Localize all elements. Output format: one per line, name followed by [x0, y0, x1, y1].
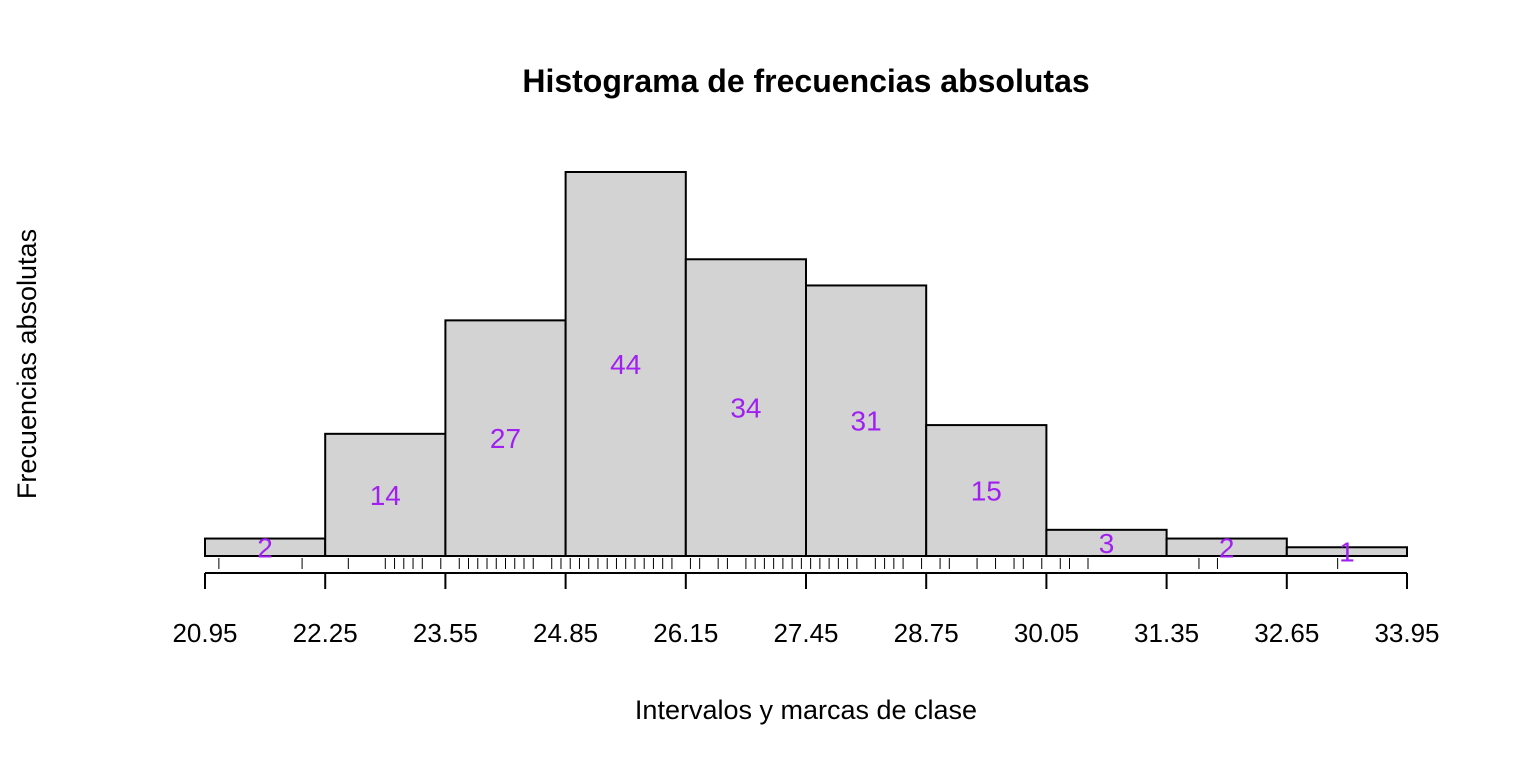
histogram-bar [805, 284, 928, 557]
chart-title: Histograma de frecuencias absolutas [522, 63, 1089, 99]
x-axis-label: Intervalos y marcas de clase [635, 695, 977, 725]
x-tick-label: 33.95 [1374, 618, 1439, 648]
x-tick-label: 24.85 [533, 618, 598, 648]
bar-value-label: 2 [257, 532, 273, 563]
bar-value-label: 3 [1099, 528, 1115, 559]
bar-value-label: 1 [1339, 537, 1355, 568]
bar-value-label: 34 [730, 393, 761, 424]
x-tick-label: 27.45 [773, 618, 838, 648]
histogram-bar [324, 432, 447, 557]
histogram-bar [564, 171, 687, 557]
x-tick-label: 26.15 [653, 618, 718, 648]
rug-marks [218, 558, 1339, 569]
bar-value-labels: 2 14 27 44 34 31 15 3 2 1 [257, 349, 1354, 568]
x-axis: 20.95 22.25 23.55 24.85 26.15 27.45 28.75 30.05… [172, 572, 1440, 648]
x-tick-label: 31.35 [1134, 618, 1199, 648]
bar-value-label: 31 [851, 406, 882, 437]
x-tick-label: 30.05 [1014, 618, 1079, 648]
bar-value-label: 2 [1219, 532, 1235, 563]
x-tick-label: 32.65 [1254, 618, 1319, 648]
bar-value-label: 27 [490, 423, 521, 454]
bars-group [204, 171, 1409, 558]
x-tick-label: 20.95 [172, 618, 237, 648]
x-tick-label: 22.25 [293, 618, 358, 648]
bar-value-label: 44 [610, 349, 641, 380]
histogram-bar [684, 258, 807, 557]
bar-value-label: 15 [971, 476, 1002, 507]
x-tick-label: 28.75 [894, 618, 959, 648]
histogram-bar [1285, 546, 1409, 557]
bar-value-label: 14 [370, 480, 401, 511]
histogram-bar [925, 424, 1048, 557]
y-axis-label: Frecuencias absolutas [12, 229, 42, 499]
x-tick-label: 23.55 [413, 618, 478, 648]
histogram-bar [444, 319, 567, 558]
